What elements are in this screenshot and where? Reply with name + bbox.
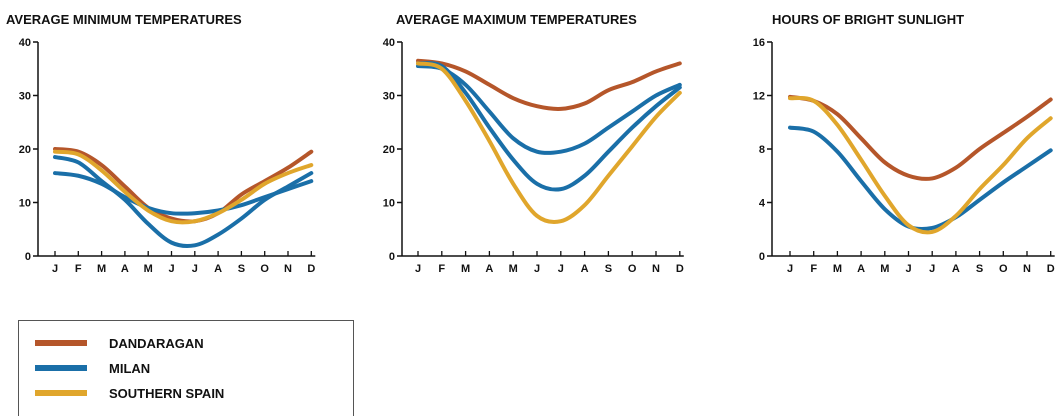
- legend-label-dandaragan: DANDARAGAN: [109, 335, 204, 351]
- x-tick-label: M: [880, 263, 889, 275]
- y-tick-label: 20: [383, 144, 395, 156]
- y-tick-label: 20: [19, 144, 31, 156]
- x-tick-label: A: [121, 263, 129, 275]
- x-tick-label: S: [976, 263, 983, 275]
- y-tick-label: 30: [19, 91, 31, 103]
- x-tick-label: J: [534, 263, 540, 275]
- x-tick-label: S: [605, 263, 612, 275]
- x-tick-label: D: [676, 263, 684, 275]
- y-tick-label: 16: [753, 37, 765, 49]
- legend-swatch-dandaragan: [35, 340, 87, 346]
- x-tick-label: O: [260, 263, 269, 275]
- legend-item-southern-spain: SOUTHERN SPAIN: [35, 383, 224, 403]
- x-tick-label: S: [238, 263, 245, 275]
- series-line-milan: [53, 155, 314, 248]
- legend-swatch-southern-spain: [35, 390, 87, 396]
- x-tick-label: D: [1047, 263, 1055, 275]
- legend-label-milan: MILAN: [109, 360, 151, 376]
- x-tick-label: N: [652, 263, 660, 275]
- y-tick-label: 40: [19, 37, 31, 49]
- legend-item-dandaragan: DANDARAGAN: [35, 333, 204, 353]
- x-tick-label: O: [628, 263, 637, 275]
- x-tick-label: J: [192, 263, 198, 275]
- x-tick-label: F: [75, 263, 82, 275]
- x-tick-label: F: [438, 263, 445, 275]
- y-tick-label: 10: [19, 198, 31, 210]
- y-tick-label: 10: [383, 198, 395, 210]
- series-line-southern-spain: [416, 61, 682, 225]
- x-tick-label: M: [461, 263, 470, 275]
- x-tick-label: M: [509, 263, 518, 275]
- series-line-milan: [53, 171, 314, 216]
- x-tick-label: N: [284, 263, 292, 275]
- x-tick-label: F: [810, 263, 817, 275]
- legend-item-milan: MILAN: [35, 358, 150, 378]
- x-tick-label: J: [415, 263, 421, 275]
- y-tick-label: 4: [759, 198, 766, 210]
- x-tick-label: J: [52, 263, 58, 275]
- x-tick-label: J: [905, 263, 911, 275]
- x-tick-label: M: [144, 263, 153, 275]
- legend-swatch-milan: [35, 365, 87, 371]
- x-tick-label: N: [1023, 263, 1031, 275]
- legend-label-southern-spain: SOUTHERN SPAIN: [109, 385, 225, 401]
- series-line-milan: [416, 61, 682, 192]
- y-tick-label: 30: [383, 91, 395, 103]
- x-tick-label: J: [787, 263, 793, 275]
- x-tick-label: A: [214, 263, 222, 275]
- chart-title: AVERAGE MAXIMUM TEMPERATURES: [396, 12, 637, 27]
- y-tick-label: 0: [25, 251, 31, 263]
- x-tick-label: D: [307, 263, 315, 275]
- x-tick-label: J: [929, 263, 935, 275]
- chart-sunlight: HOURS OF BRIGHT SUNLIGHT 0 4 8 12 16 J F M A M J J A S…: [753, 12, 1055, 275]
- series-line-milan: [416, 64, 682, 156]
- series-line-southern-spain: [788, 96, 1053, 235]
- x-tick-label: M: [97, 263, 106, 275]
- x-tick-label: A: [952, 263, 960, 275]
- x-tick-label: J: [168, 263, 174, 275]
- y-tick-label: 40: [383, 37, 395, 49]
- series-line-dandaragan: [53, 147, 314, 224]
- y-tick-label: 12: [753, 91, 765, 103]
- chart-title: HOURS OF BRIGHT SUNLIGHT: [772, 12, 964, 27]
- series-line-milan: [788, 125, 1053, 231]
- chart-max-temp: AVERAGE MAXIMUM TEMPERATURES 0 10 20 30 40 J F M…: [383, 12, 684, 275]
- x-tick-label: A: [857, 263, 865, 275]
- series-line-southern-spain: [53, 149, 314, 225]
- y-tick-label: 0: [389, 251, 395, 263]
- chart-min-temp: AVERAGE MINIMUM TEMPERATURES 0 10 20 30 40 J F M…: [6, 12, 315, 275]
- y-tick-label: 8: [759, 144, 765, 156]
- x-tick-label: A: [581, 263, 589, 275]
- x-tick-label: J: [558, 263, 564, 275]
- x-tick-label: M: [833, 263, 842, 275]
- series-line-dandaragan: [416, 58, 682, 111]
- x-tick-label: O: [999, 263, 1008, 275]
- legend: DANDARAGAN MILAN SOUTHERN SPAIN: [18, 320, 354, 416]
- x-tick-label: A: [485, 263, 493, 275]
- series-line-dandaragan: [788, 94, 1053, 181]
- y-tick-label: 0: [759, 251, 765, 263]
- chart-title: AVERAGE MINIMUM TEMPERATURES: [6, 12, 242, 27]
